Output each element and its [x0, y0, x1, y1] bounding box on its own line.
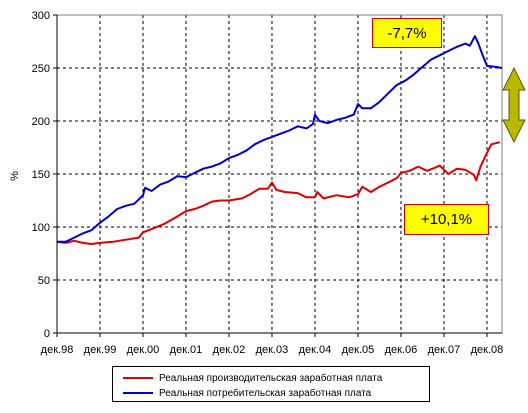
annotation-producer-label: +10,1%: [420, 211, 473, 228]
legend-label-producer: Реальная производительская заработная пл…: [159, 372, 383, 384]
x-tick-label: дек.00: [127, 344, 160, 356]
x-tick-labels: дек.98 дек.99 дек.00 дек.01 дек.02 дек.03 дек.…: [41, 344, 504, 356]
series-line-consumer: [57, 35, 503, 243]
x-tick-label: дек.05: [342, 344, 375, 356]
y-axis-label: %: [9, 171, 21, 181]
x-tick-label: дек.99: [84, 344, 117, 356]
annotation-consumer-label: -7,7%: [387, 24, 427, 42]
x-tick-label: дек.01: [170, 344, 203, 356]
y-tick-labels: 0 50 100 150 200 250 300: [32, 10, 50, 340]
annotation-consumer-change: -7,7%: [372, 18, 442, 48]
x-tick-label: дек.03: [256, 344, 289, 356]
x-tick-label: дек.02: [213, 344, 246, 356]
series-line-producer: [56, 141, 501, 245]
x-tick-label: дек.07: [428, 344, 461, 356]
legend-label-consumer: Реальная потребительская заработная плат…: [159, 387, 372, 399]
axes: [53, 14, 503, 337]
y-tick-label: 150: [32, 169, 50, 181]
y-tick-label: 250: [32, 63, 50, 75]
legend-swatch-red: [123, 377, 153, 379]
y-tick-label: 0: [44, 328, 50, 340]
x-tick-label: дек.98: [41, 344, 74, 356]
x-tick-label: дек.06: [385, 344, 418, 356]
y-tick-label: 300: [32, 10, 50, 22]
grid-lines: [57, 15, 502, 333]
double-arrow-icon: [502, 66, 526, 144]
y-tick-label: 200: [32, 116, 50, 128]
y-tick-label: 50: [38, 275, 50, 287]
legend-item-producer: Реальная производительская заработная пл…: [123, 371, 382, 385]
x-tick-label: дек.04: [299, 344, 332, 356]
y-tick-label: 100: [32, 222, 50, 234]
legend: Реальная производительская заработная пл…: [112, 366, 430, 402]
annotation-producer-change: +10,1%: [404, 204, 489, 235]
legend-swatch-blue: [123, 392, 153, 394]
legend-item-consumer: Реальная потребительская заработная плат…: [123, 386, 371, 400]
series-lines: [56, 35, 503, 245]
x-tick-label: дек.08: [471, 344, 504, 356]
